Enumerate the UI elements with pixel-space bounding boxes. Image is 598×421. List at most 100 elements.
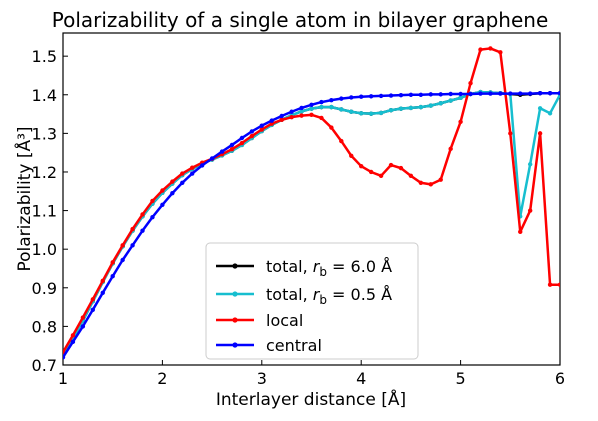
x-tick-label: 2 bbox=[157, 369, 167, 388]
series-3 bbox=[63, 91, 560, 360]
data-point bbox=[279, 113, 284, 119]
data-point bbox=[359, 94, 364, 99]
data-point bbox=[160, 188, 165, 193]
data-point bbox=[408, 173, 414, 179]
data-point bbox=[508, 91, 513, 96]
data-point bbox=[90, 307, 96, 312]
data-point bbox=[130, 243, 135, 248]
data-point bbox=[418, 92, 424, 97]
data-point bbox=[388, 108, 394, 113]
data-point bbox=[289, 114, 294, 120]
data-point bbox=[229, 142, 235, 148]
data-point bbox=[508, 131, 513, 136]
data-point bbox=[438, 177, 443, 182]
x-axis-label: Interlayer distance [Å] bbox=[216, 388, 406, 410]
data-point bbox=[150, 198, 155, 204]
data-point bbox=[259, 123, 264, 128]
data-point bbox=[537, 106, 543, 111]
data-point bbox=[388, 93, 394, 98]
data-point bbox=[180, 180, 185, 185]
data-point bbox=[557, 282, 560, 287]
data-point bbox=[339, 107, 344, 112]
series-layer bbox=[63, 46, 560, 360]
data-point bbox=[448, 98, 453, 103]
data-point bbox=[448, 146, 453, 152]
data-point bbox=[110, 274, 115, 279]
data-point bbox=[458, 119, 463, 124]
data-point bbox=[398, 165, 404, 171]
data-point bbox=[418, 104, 424, 110]
legend-marker bbox=[232, 263, 238, 269]
data-point bbox=[527, 91, 533, 96]
data-point bbox=[150, 214, 155, 220]
data-point bbox=[498, 50, 503, 55]
data-point bbox=[378, 173, 384, 179]
y-axis: 0.7 0.8 0.9 1.0 1.1 1.2 1.3 1.4 1.5 bbox=[32, 47, 68, 375]
y-tick-label: 1.5 bbox=[32, 47, 57, 66]
data-point bbox=[329, 125, 334, 130]
y-tick-label: 1.3 bbox=[32, 124, 57, 143]
data-point bbox=[438, 101, 443, 106]
data-point bbox=[518, 229, 523, 235]
data-point bbox=[319, 104, 324, 110]
data-point bbox=[339, 96, 344, 101]
data-point bbox=[63, 355, 66, 360]
data-point bbox=[299, 109, 304, 114]
data-point bbox=[110, 260, 115, 265]
y-tick-label: 0.7 bbox=[32, 356, 57, 375]
data-point bbox=[378, 93, 384, 99]
data-point bbox=[527, 208, 533, 213]
data-point bbox=[299, 113, 304, 118]
data-point bbox=[309, 112, 314, 118]
data-point bbox=[368, 111, 374, 116]
data-point bbox=[398, 92, 404, 98]
data-point bbox=[209, 156, 215, 161]
x-tick-label: 4 bbox=[356, 369, 366, 388]
legend-label: local bbox=[266, 311, 303, 330]
data-point bbox=[190, 171, 195, 176]
data-point bbox=[319, 99, 324, 105]
legend-label: total, rb = 0.5 Å bbox=[266, 285, 392, 307]
data-point bbox=[140, 212, 145, 217]
chart-title: Polarizability of a single atom in bilay… bbox=[52, 8, 549, 32]
data-point bbox=[140, 228, 145, 233]
data-point bbox=[70, 339, 76, 345]
data-point bbox=[319, 115, 324, 121]
data-point bbox=[80, 315, 86, 320]
data-point bbox=[100, 278, 105, 284]
data-point bbox=[259, 127, 264, 132]
data-point bbox=[408, 92, 414, 97]
data-point bbox=[458, 95, 463, 101]
legend: total, rb = 6.0 Å total, rb = 0.5 Å local c… bbox=[205, 242, 419, 360]
data-point bbox=[170, 191, 175, 196]
plot-area bbox=[62, 32, 561, 366]
data-point bbox=[269, 118, 274, 123]
data-point bbox=[90, 297, 96, 302]
data-point bbox=[170, 179, 175, 184]
data-point bbox=[388, 162, 394, 168]
data-point bbox=[269, 121, 274, 126]
y-tick-label: 1.0 bbox=[32, 240, 57, 259]
series-2 bbox=[63, 46, 560, 355]
data-point bbox=[428, 92, 433, 97]
data-point bbox=[488, 91, 493, 96]
data-point bbox=[299, 105, 304, 111]
legend-marker bbox=[232, 291, 238, 297]
data-point bbox=[488, 46, 493, 51]
data-point bbox=[249, 133, 255, 139]
data-point bbox=[468, 91, 473, 97]
data-point bbox=[349, 95, 354, 100]
data-point bbox=[160, 202, 165, 207]
legend-box bbox=[205, 242, 419, 360]
data-point bbox=[239, 140, 245, 146]
y-tick-label: 1.1 bbox=[32, 202, 57, 221]
data-point bbox=[537, 131, 543, 136]
data-point bbox=[120, 243, 125, 248]
data-point bbox=[478, 47, 483, 52]
data-point bbox=[458, 91, 463, 97]
data-point bbox=[309, 102, 314, 108]
data-point bbox=[547, 282, 553, 287]
data-point bbox=[130, 226, 135, 232]
data-point bbox=[219, 149, 225, 154]
